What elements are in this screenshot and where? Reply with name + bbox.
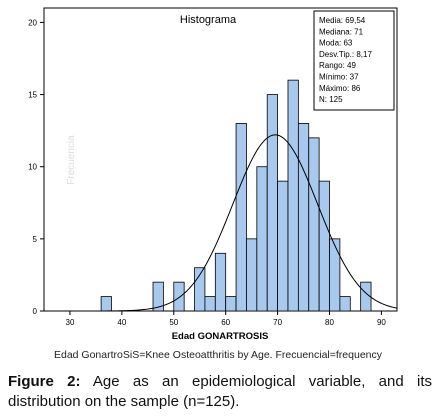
histogram-chart: 30 40 50 60 70 80 90 0 5 10 15 20 Histograma Edad … (28, 7, 398, 342)
histogram-bar (329, 238, 341, 312)
y-axis: 0 5 10 15 20 (28, 18, 44, 316)
x-tick-label: 30 (66, 318, 75, 327)
y-tick-label: 10 (28, 163, 37, 172)
y-tick-label: 5 (33, 235, 38, 244)
x-tick-label: 50 (169, 318, 178, 327)
histogram-bar (204, 296, 216, 312)
histogram-bar (277, 180, 289, 312)
histogram-bar (225, 296, 237, 312)
y-tick-label: 0 (33, 307, 38, 316)
histogram-bar (100, 296, 112, 312)
normal-curve (44, 134, 398, 312)
x-tick-label: 80 (325, 318, 334, 327)
histogram-bar (246, 238, 258, 312)
histogram-bar (360, 281, 372, 312)
stats-line: Máximo: 86 (319, 84, 361, 93)
stats-line: N: 125 (319, 95, 343, 104)
histogram-bar (297, 123, 310, 312)
x-tick-label: 90 (377, 318, 386, 327)
histogram-bar (266, 94, 279, 312)
histogram-bar (214, 252, 227, 312)
figure-note: Edad GonartroSiS=Knee Osteoatthritis by … (53, 349, 383, 361)
stats-line: Rango: 49 (319, 61, 356, 70)
x-axis: 30 40 50 60 70 80 90 (66, 311, 386, 327)
histogram-bar (256, 166, 268, 312)
y-tick-label: 15 (28, 91, 37, 100)
stats-line: Media: 69,54 (319, 16, 366, 25)
figure-caption: Figure 2: Age as an epidemiological vari… (8, 372, 432, 412)
bars-group (100, 79, 372, 312)
stats-line: Mediana: 71 (319, 27, 364, 36)
x-tick-label: 70 (273, 318, 282, 327)
histogram-bar (235, 123, 247, 312)
x-axis-label: Edad GONARTROSIS (172, 331, 269, 342)
histogram-bar (152, 281, 164, 312)
caption-text: Age as an epidemiological variable, and … (8, 373, 432, 410)
histogram-bar (318, 180, 330, 312)
histogram-bar (339, 296, 351, 312)
x-tick-label: 60 (221, 318, 230, 327)
chart-title: Histograma (180, 14, 237, 26)
x-tick-label: 40 (117, 318, 126, 327)
histogram-bar (287, 79, 299, 312)
y-tick-label: 20 (28, 18, 37, 27)
stats-box: Media: 69,54 Mediana: 71 Moda: 63 Desv.Tip.… (313, 10, 395, 111)
stats-line: Desv.Tip.: 8,17 (319, 50, 372, 59)
caption-label: Figure 2: (8, 373, 81, 390)
y-axis-label: Frecuencia (66, 135, 77, 185)
stats-line: Moda: 63 (319, 39, 353, 48)
histogram-bar (194, 267, 206, 312)
histogram-bar (308, 137, 320, 312)
histogram-bar (173, 281, 185, 312)
stats-line: Mínimo: 37 (319, 73, 359, 82)
